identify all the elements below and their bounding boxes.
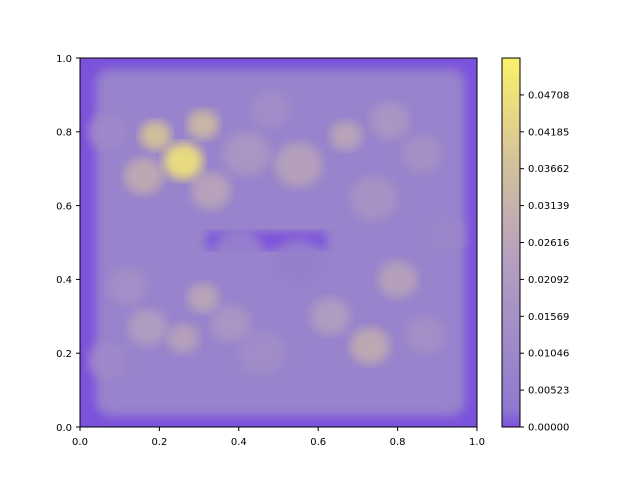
x-tick: 0.8 — [390, 427, 406, 448]
colorbar-tick-label: 0.00000 — [528, 423, 569, 434]
y-tick-label: 1.0 — [56, 54, 72, 65]
x-tick: 0.2 — [151, 427, 167, 448]
heat-blob — [250, 91, 291, 129]
y-tick: 0.6 — [56, 202, 80, 213]
y-tick-label: 0.0 — [56, 423, 72, 434]
colorbar-tick-label: 0.00523 — [528, 386, 569, 397]
colorbar-ticks: 0.00000 0.00523 0.01046 0.01569 0.02092 0.026… — [520, 90, 569, 434]
heat-blob — [191, 172, 231, 210]
colorbar-tick-label: 0.01046 — [528, 349, 569, 360]
heat-blob — [274, 142, 323, 188]
heat-blob — [211, 305, 251, 343]
y-tick-label: 0.6 — [56, 202, 72, 213]
x-tick-label: 1.0 — [469, 437, 485, 448]
heat-layer — [87, 69, 466, 416]
heat-blob — [214, 227, 263, 273]
x-axis: 0.0 0.2 0.4 0.6 0.8 1.0 — [72, 427, 485, 448]
colorbar-tick-label: 0.03139 — [528, 201, 569, 212]
colorbar-tick: 0.03139 — [520, 201, 569, 212]
colorbar-tick-label: 0.02092 — [528, 275, 569, 286]
colorbar-tick-label: 0.03662 — [528, 164, 569, 175]
y-tick-label: 0.2 — [56, 349, 72, 360]
colorbar-tick: 0.03662 — [520, 164, 569, 175]
y-axis: 0.0 0.2 0.4 0.6 0.8 1.0 — [56, 54, 80, 434]
x-tick-label: 0.0 — [72, 437, 88, 448]
colorbar-tick: 0.01046 — [520, 349, 569, 360]
x-tick-label: 0.8 — [390, 437, 406, 448]
heat-blob — [167, 323, 200, 354]
heat-blob — [330, 120, 362, 151]
colorbar: 0.00000 0.00523 0.01046 0.01569 0.02092 0.026… — [501, 57, 569, 434]
heat-blob — [425, 216, 466, 254]
x-tick: 0.4 — [231, 427, 247, 448]
heat-blob — [123, 157, 164, 195]
colorbar-tick: 0.00000 — [520, 423, 569, 434]
colorbar-tick-label: 0.04185 — [528, 127, 569, 138]
heat-blob — [349, 176, 398, 221]
colorbar-gradient — [502, 58, 520, 427]
y-tick-label: 0.4 — [56, 275, 72, 286]
heat-blob — [238, 331, 287, 376]
colorbar-tick: 0.04708 — [520, 90, 569, 101]
colorbar-tick: 0.01569 — [520, 312, 569, 323]
heat-blob — [139, 120, 172, 151]
colorbar-tick: 0.00523 — [520, 386, 569, 397]
colorbar-tick: 0.04185 — [520, 127, 569, 138]
heat-blob — [349, 327, 390, 365]
y-tick: 0.0 — [56, 423, 80, 434]
colorbar-tick-label: 0.04708 — [528, 90, 569, 101]
colorbar-tick: 0.02092 — [520, 275, 569, 286]
heat-blob — [187, 109, 219, 140]
heat-blob — [87, 113, 128, 151]
heat-blob — [87, 342, 128, 380]
x-tick: 0.0 — [72, 427, 88, 448]
y-tick: 0.2 — [56, 349, 80, 360]
colorbar-tick-label: 0.02616 — [528, 238, 569, 249]
heat-blob — [127, 308, 168, 346]
heat-blob — [274, 238, 323, 284]
y-tick: 1.0 — [56, 54, 80, 65]
heat-blob — [401, 135, 442, 173]
y-tick: 0.8 — [56, 128, 80, 139]
plot-frame — [79, 57, 478, 428]
heat-blob — [405, 316, 446, 354]
x-tick-label: 0.4 — [231, 437, 247, 448]
heat-blob — [310, 297, 350, 335]
heat-blob — [222, 131, 271, 177]
heat-blob — [369, 102, 410, 140]
heat-blob — [107, 268, 148, 306]
y-tick-label: 0.8 — [56, 128, 72, 139]
y-tick: 0.4 — [56, 275, 80, 286]
colorbar-tick-label: 0.01569 — [528, 312, 569, 323]
heat-blob — [163, 142, 204, 180]
heat-blob — [187, 283, 219, 313]
plot-area — [80, 58, 477, 427]
colorbar-tick: 0.02616 — [520, 238, 569, 249]
x-tick: 0.6 — [310, 427, 326, 448]
x-tick-label: 0.2 — [151, 437, 167, 448]
x-tick: 1.0 — [469, 427, 485, 448]
heat-blob — [377, 260, 418, 298]
x-tick-label: 0.6 — [310, 437, 326, 448]
